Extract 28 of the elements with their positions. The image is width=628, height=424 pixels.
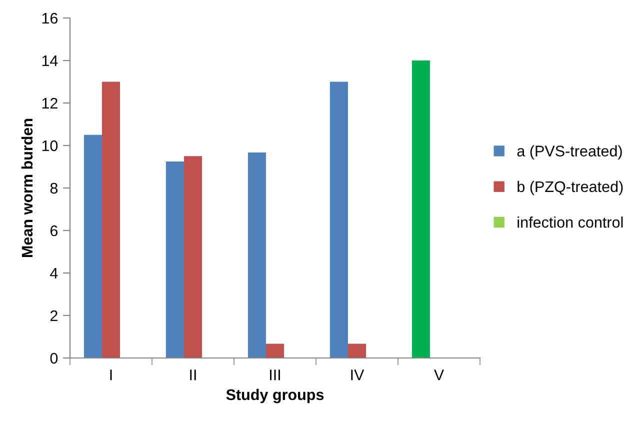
legend-label: infection control bbox=[518, 216, 623, 228]
y-tick-label: 12 bbox=[42, 98, 58, 109]
y-tick-label: 4 bbox=[50, 268, 58, 279]
y-tick-label: 14 bbox=[42, 56, 58, 66]
bar bbox=[248, 152, 266, 358]
x-tick-label: II bbox=[190, 370, 196, 380]
bar bbox=[412, 60, 430, 358]
x-tick-label: IV bbox=[351, 370, 364, 380]
x-tick-label: III bbox=[270, 370, 280, 380]
y-tick-label: 2 bbox=[50, 310, 58, 322]
bar bbox=[84, 134, 102, 358]
y-tick-label: 16 bbox=[42, 12, 58, 24]
bar bbox=[330, 82, 348, 358]
y-axis-title: Mean worm burden bbox=[21, 118, 33, 258]
bar bbox=[102, 82, 120, 358]
legend-label: b (PZQ-treated) bbox=[518, 180, 623, 196]
x-axis-title: Study groups bbox=[226, 388, 324, 404]
y-tick-label: 10 bbox=[42, 140, 58, 152]
y-tick-label: 6 bbox=[50, 225, 58, 236]
bar bbox=[348, 344, 366, 358]
x-tick-label: I bbox=[110, 370, 112, 380]
bar bbox=[184, 156, 202, 358]
legend-label: a (PVS-treated) bbox=[517, 145, 622, 160]
bar bbox=[166, 161, 184, 358]
x-tick-label: V bbox=[434, 370, 444, 380]
y-tick-label: 8 bbox=[50, 182, 58, 194]
bar bbox=[266, 344, 284, 358]
y-tick-label: 0 bbox=[50, 352, 58, 364]
